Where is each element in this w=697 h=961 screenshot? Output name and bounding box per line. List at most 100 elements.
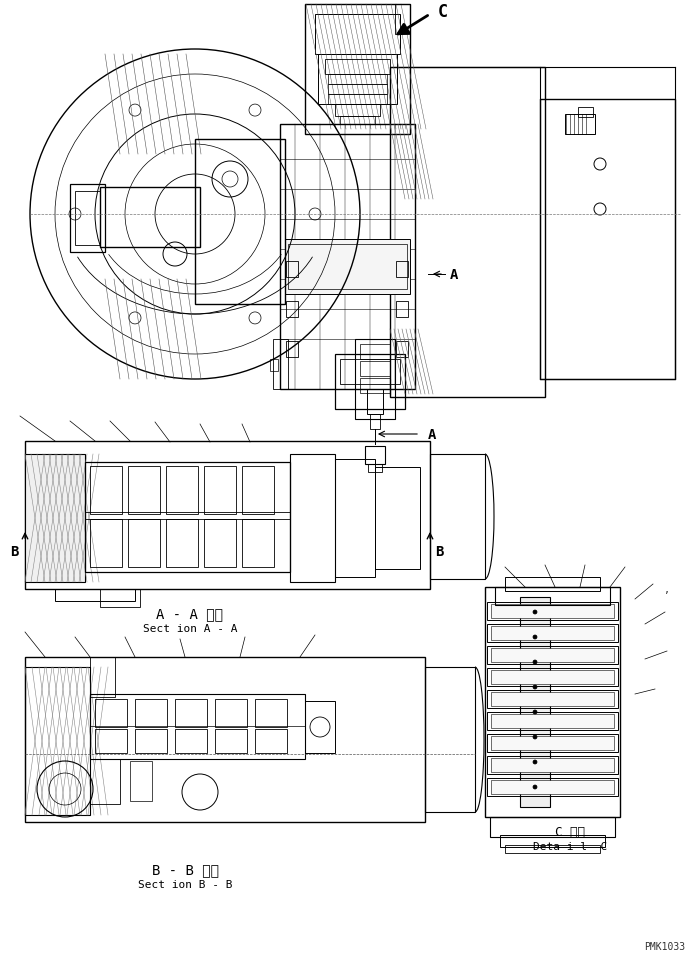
Bar [95, 700, 127, 727]
Text: Sect ion A - A: Sect ion A - A [143, 624, 237, 633]
Bar [90, 520, 122, 567]
Bar [255, 729, 287, 753]
Circle shape [533, 685, 537, 689]
Circle shape [533, 610, 537, 614]
Bar [85, 462, 290, 573]
Bar [130, 761, 152, 801]
Bar [166, 520, 198, 567]
Bar [395, 5, 410, 35]
Text: Deta i l  C: Deta i l C [533, 841, 607, 851]
Bar [90, 759, 120, 804]
Bar [286, 342, 298, 357]
Bar [335, 105, 380, 117]
Bar [273, 339, 288, 389]
Bar [290, 455, 335, 582]
Bar [390, 68, 545, 398]
Bar [135, 729, 167, 753]
Bar [491, 714, 614, 728]
Bar [485, 587, 620, 817]
Bar [491, 780, 614, 794]
Bar [487, 712, 618, 730]
Bar [335, 459, 375, 578]
Bar [270, 359, 278, 372]
Circle shape [533, 710, 537, 714]
Bar [204, 520, 236, 567]
Bar [505, 578, 600, 591]
Bar [491, 627, 614, 640]
Text: C 詳細: C 詳細 [555, 825, 585, 838]
Text: B: B [10, 545, 18, 558]
Bar [204, 466, 236, 514]
Bar [487, 625, 618, 642]
Bar [540, 100, 675, 380]
Bar [487, 734, 618, 752]
Bar [500, 835, 605, 847]
Bar [578, 108, 593, 118]
Bar [25, 657, 425, 823]
Bar [195, 140, 285, 305]
Bar [367, 389, 383, 414]
Bar [491, 692, 614, 706]
Bar [315, 15, 400, 55]
Bar [335, 355, 405, 409]
Text: A: A [428, 428, 436, 441]
Bar [128, 520, 160, 567]
Bar [370, 414, 380, 430]
Text: B - B 断面: B - B 断面 [151, 862, 218, 876]
Bar [70, 185, 105, 253]
Bar [305, 702, 335, 753]
Bar [487, 647, 618, 664]
Text: C: C [438, 3, 448, 21]
Bar [328, 85, 387, 95]
Bar [95, 729, 127, 753]
Bar [90, 466, 122, 514]
Bar [520, 598, 550, 807]
Text: A - A 断面: A - A 断面 [157, 606, 224, 621]
Bar [328, 95, 387, 105]
Bar [215, 729, 247, 753]
Bar [368, 464, 382, 473]
Bar [328, 75, 387, 85]
Bar [396, 261, 408, 278]
Bar [425, 667, 475, 812]
Bar [175, 729, 207, 753]
Bar [355, 339, 395, 420]
Bar [90, 657, 115, 698]
Bar [100, 187, 200, 248]
Bar [487, 778, 618, 796]
Bar [340, 117, 375, 125]
Bar [430, 455, 485, 579]
Circle shape [533, 635, 537, 639]
Text: Sect ion B - B: Sect ion B - B [138, 879, 232, 889]
Bar [360, 345, 390, 359]
Bar [340, 359, 400, 384]
Bar [25, 455, 85, 582]
Bar [305, 5, 410, 135]
Bar [55, 589, 135, 602]
Bar [365, 447, 385, 464]
Bar [487, 603, 618, 621]
Bar [175, 700, 207, 727]
Bar [25, 441, 430, 589]
Bar [360, 361, 390, 377]
Bar [100, 589, 140, 607]
Bar [288, 245, 407, 289]
Bar [75, 192, 100, 246]
Text: B: B [435, 545, 443, 558]
Bar [487, 756, 618, 775]
Bar [491, 758, 614, 773]
Text: ,: , [665, 582, 669, 596]
Bar [487, 668, 618, 686]
Bar [215, 700, 247, 727]
Circle shape [533, 660, 537, 664]
Bar [286, 261, 298, 278]
Bar [242, 520, 274, 567]
Bar [375, 467, 420, 570]
Bar [255, 700, 287, 727]
Bar [491, 736, 614, 751]
Bar [325, 60, 390, 75]
Bar [128, 466, 160, 514]
Bar [285, 239, 410, 295]
Bar [490, 817, 615, 837]
Bar [487, 690, 618, 708]
